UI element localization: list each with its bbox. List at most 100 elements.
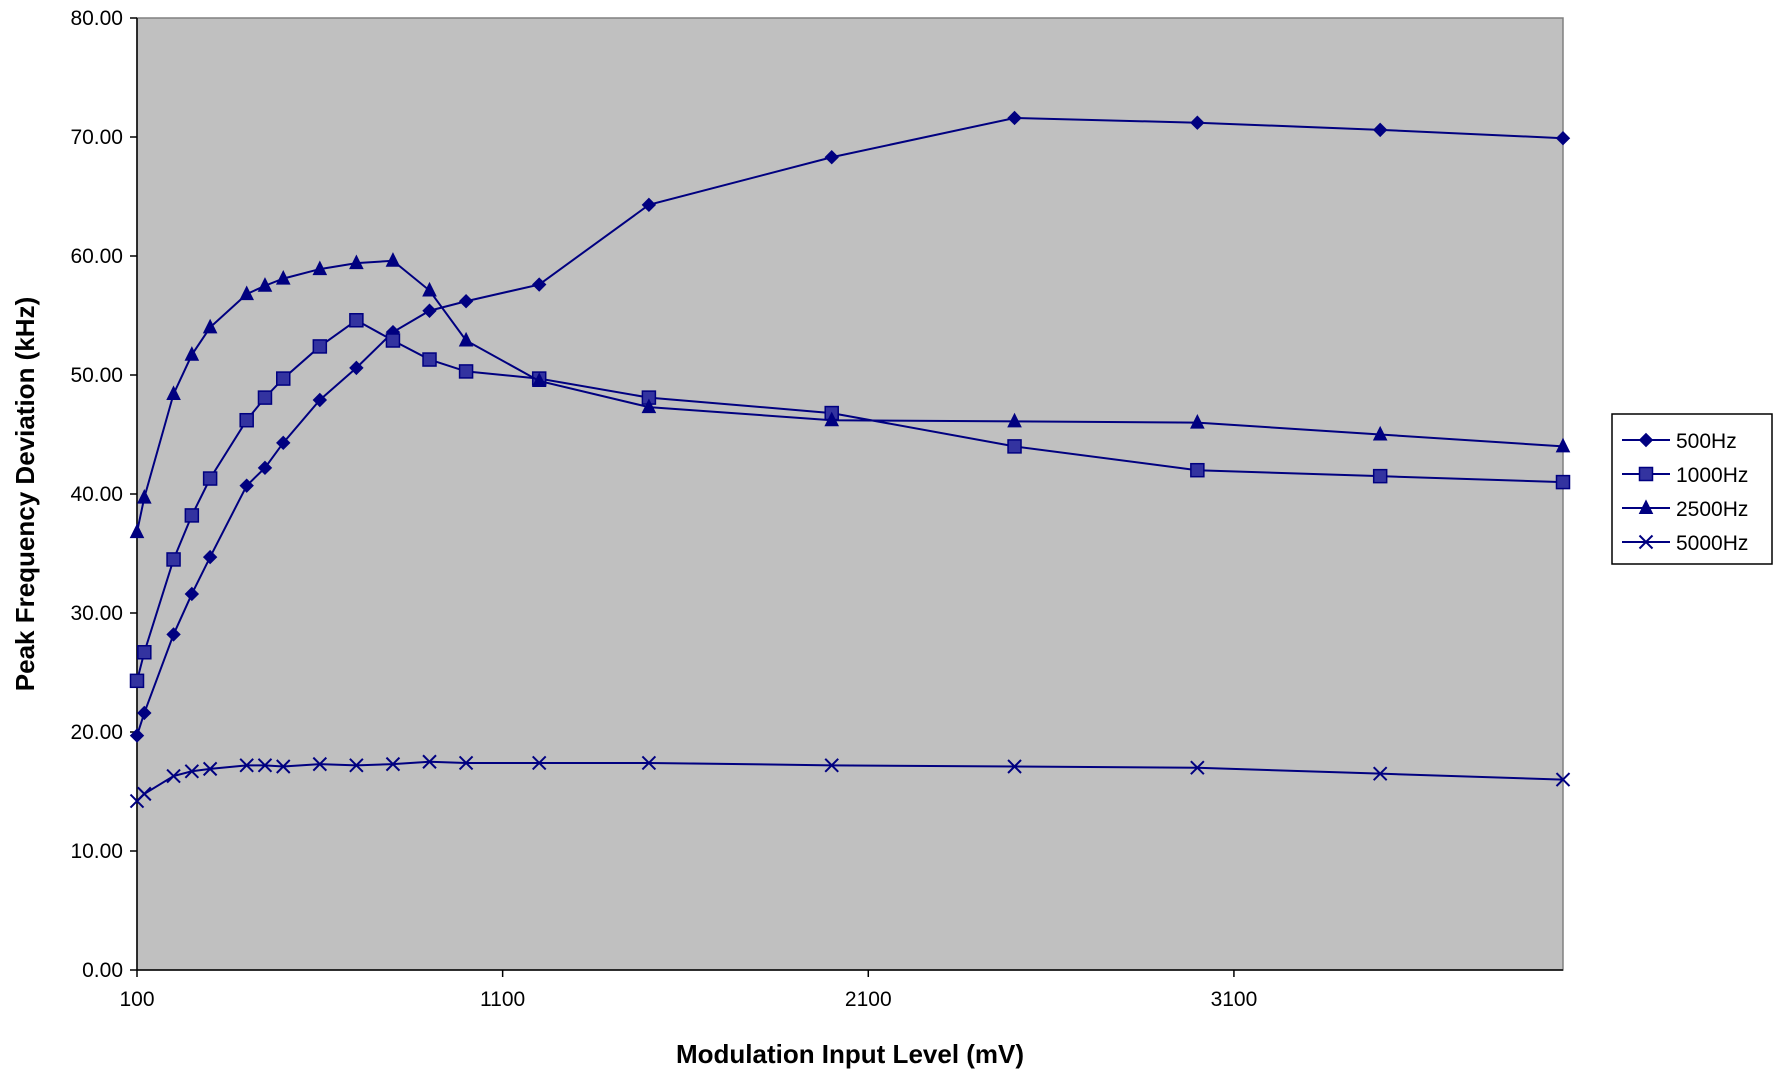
data-point bbox=[166, 768, 181, 784]
data-point bbox=[312, 392, 328, 408]
legend-item-2500hz: 2500Hz bbox=[1622, 498, 1748, 521]
x-axis-title: Modulation Input Level (mV) bbox=[676, 1039, 1024, 1069]
data-point bbox=[257, 390, 273, 405]
data-point bbox=[641, 755, 657, 771]
x-tick-label: 2100 bbox=[845, 988, 892, 1011]
data-point bbox=[1190, 413, 1205, 429]
y-tick-label: 80.00 bbox=[70, 7, 123, 30]
data-point bbox=[349, 758, 364, 773]
data-point bbox=[458, 364, 474, 379]
data-point bbox=[137, 786, 152, 802]
data-point bbox=[1372, 468, 1388, 484]
legend-item-500hz: 500Hz bbox=[1622, 430, 1737, 453]
data-point bbox=[1555, 437, 1571, 453]
data-point bbox=[349, 360, 364, 376]
y-tick-label: 70.00 bbox=[70, 126, 123, 149]
x-marker-stroke bbox=[202, 761, 218, 777]
x-marker-stroke bbox=[137, 786, 152, 802]
y-tick-label: 30.00 bbox=[70, 602, 123, 625]
data-point bbox=[239, 758, 254, 773]
x-marker-stroke bbox=[385, 756, 401, 772]
data-point bbox=[1555, 474, 1571, 490]
data-point bbox=[1638, 432, 1654, 448]
x-marker-stroke bbox=[1007, 759, 1022, 774]
data-point bbox=[1555, 772, 1571, 787]
y-axis: 0.00 10.00 20.00 30.00 40.00 50.00 60.00 70.00 8… bbox=[70, 7, 138, 982]
data-point bbox=[1007, 759, 1022, 774]
legend-label: 500Hz bbox=[1676, 430, 1737, 453]
data-point bbox=[349, 254, 364, 270]
data-point bbox=[312, 260, 328, 276]
data-point bbox=[1555, 130, 1571, 146]
y-tick-label: 60.00 bbox=[70, 245, 123, 268]
data-point bbox=[1190, 760, 1205, 775]
data-point bbox=[1007, 412, 1022, 428]
legend-item-1000hz: 1000Hz bbox=[1622, 464, 1748, 487]
data-point bbox=[137, 488, 152, 504]
x-axis: 100 1100 2100 3100 bbox=[119, 969, 1563, 1011]
data-point bbox=[385, 756, 401, 772]
x-marker-stroke bbox=[641, 755, 657, 771]
data-point bbox=[166, 385, 181, 401]
data-point bbox=[1190, 462, 1205, 478]
series-line bbox=[136, 116, 1564, 736]
data-point bbox=[349, 313, 364, 328]
data-point bbox=[257, 277, 273, 292]
y-axis-title: Peak Frequency Deviation (kHz) bbox=[10, 297, 40, 691]
x-marker-stroke bbox=[531, 755, 547, 771]
data-point bbox=[531, 277, 547, 292]
data-point bbox=[641, 398, 657, 414]
data-point bbox=[531, 755, 547, 771]
data-point bbox=[1007, 439, 1022, 454]
data-point bbox=[1372, 425, 1388, 441]
data-point bbox=[202, 318, 218, 334]
data-point bbox=[1638, 499, 1654, 514]
x-marker-stroke bbox=[1372, 766, 1388, 781]
x-tick-label: 3100 bbox=[1211, 988, 1258, 1011]
y-tick-label: 20.00 bbox=[70, 721, 123, 744]
y-tick-label: 0.00 bbox=[82, 959, 123, 982]
x-marker-stroke bbox=[257, 758, 273, 773]
data-point bbox=[129, 523, 145, 539]
x-marker-stroke bbox=[1638, 534, 1654, 550]
data-point bbox=[422, 352, 437, 367]
data-point bbox=[458, 331, 474, 347]
data-point bbox=[1007, 110, 1022, 126]
x-marker-stroke bbox=[824, 758, 839, 773]
data-point bbox=[129, 728, 145, 743]
data-point bbox=[824, 411, 840, 427]
x-marker-stroke bbox=[349, 758, 364, 773]
data-point bbox=[275, 269, 291, 285]
x-marker-stroke bbox=[1190, 760, 1205, 775]
series-2500hz bbox=[129, 252, 1571, 539]
y-tick-label: 40.00 bbox=[70, 483, 123, 506]
data-point bbox=[1372, 766, 1388, 781]
data-point bbox=[276, 371, 291, 386]
legend-label: 1000Hz bbox=[1676, 464, 1748, 487]
data-point bbox=[137, 705, 152, 721]
data-point bbox=[312, 756, 328, 772]
data-point bbox=[137, 645, 152, 660]
data-point bbox=[184, 508, 200, 523]
data-point bbox=[184, 346, 200, 361]
data-point bbox=[276, 759, 291, 774]
x-tick-label: 100 bbox=[119, 988, 154, 1011]
data-point bbox=[422, 754, 437, 769]
plot-area bbox=[136, 17, 1564, 971]
data-point bbox=[239, 412, 254, 428]
data-point bbox=[641, 197, 657, 213]
data-point bbox=[129, 673, 145, 689]
series-500hz bbox=[129, 110, 1571, 743]
x-marker-stroke bbox=[422, 754, 437, 769]
series-line bbox=[136, 760, 1564, 802]
data-point bbox=[422, 303, 437, 318]
data-point bbox=[239, 285, 255, 301]
data-point bbox=[458, 755, 474, 771]
series-1000hz bbox=[129, 313, 1571, 689]
data-point bbox=[824, 150, 839, 165]
data-point bbox=[824, 758, 839, 773]
x-marker-stroke bbox=[312, 756, 328, 772]
legend-label: 2500Hz bbox=[1676, 498, 1748, 521]
series-layer bbox=[129, 110, 1571, 809]
